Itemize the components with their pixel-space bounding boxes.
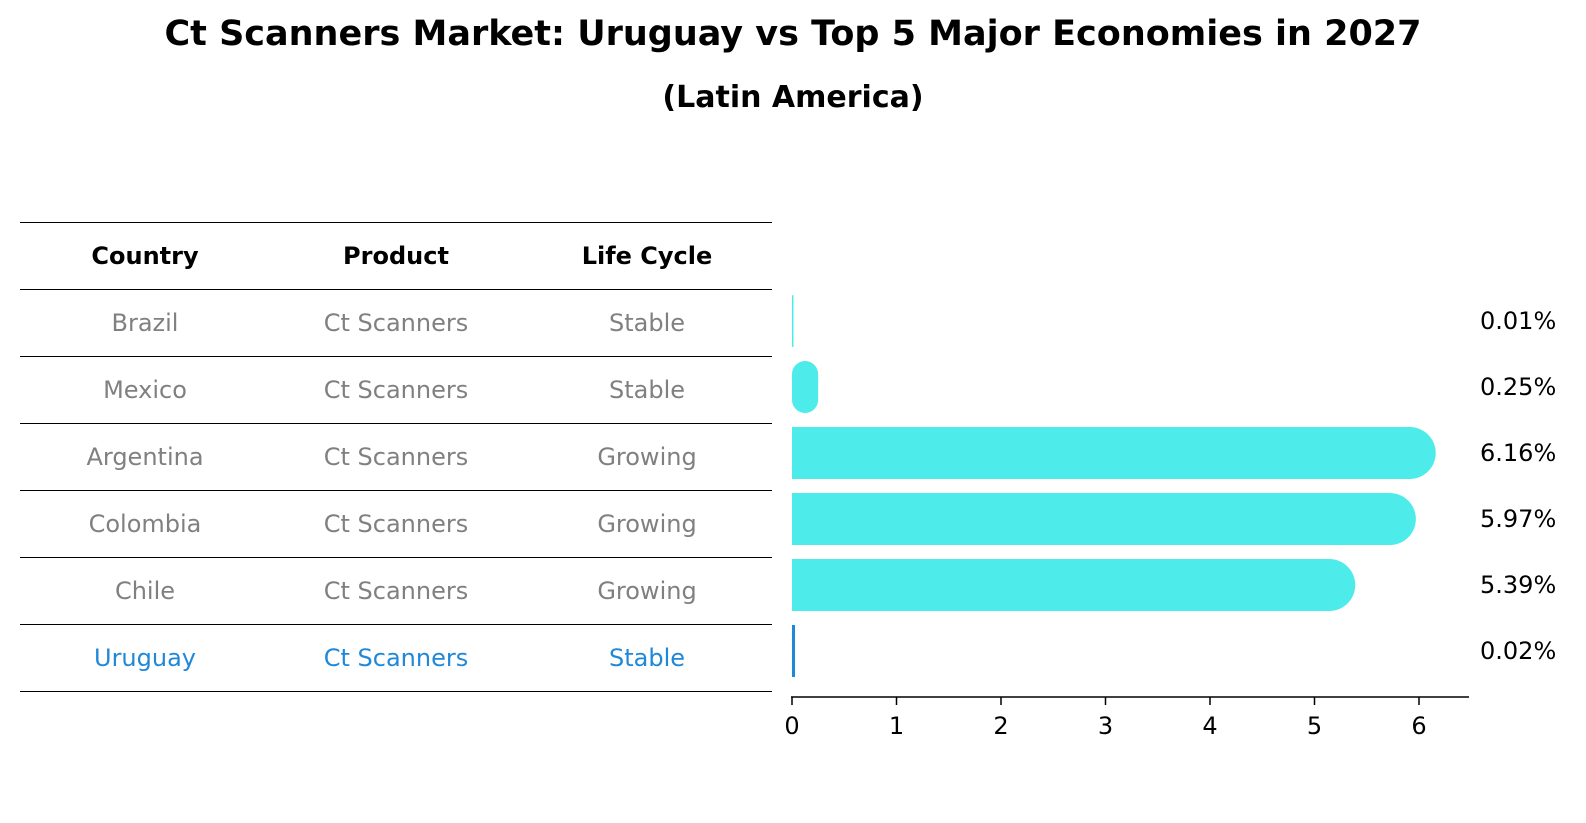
bar-dot-marker: [791, 672, 796, 677]
bar-dot-marker: [791, 638, 796, 642]
x-tick-label: 2: [993, 712, 1008, 740]
bar-dot-marker: [791, 667, 796, 671]
value-label: 0.02%: [1480, 637, 1556, 665]
table-row: Mexico Ct Scanners Stable: [20, 356, 772, 423]
table-row: Chile Ct Scanners Growing: [20, 557, 772, 624]
life-cycle-cell: Stable: [608, 376, 686, 404]
life-cycle-cell: Growing: [597, 510, 697, 538]
bar: [792, 361, 819, 413]
bar-dot-marker: [791, 643, 796, 648]
bar-dot-marker: [791, 632, 796, 636]
country-cell: Chile: [114, 577, 176, 605]
life-cycle-cell: Growing: [597, 443, 697, 471]
value-label: 5.97%: [1480, 505, 1556, 533]
country-cell: Colombia: [88, 510, 202, 538]
bar: [792, 559, 1356, 611]
life-cycle-cell: Stable: [608, 644, 686, 672]
header-life-cycle: Life Cycle: [581, 242, 713, 270]
product-cell: Ct Scanners: [323, 644, 469, 672]
country-cell: Argentina: [86, 443, 204, 471]
country-cell: Brazil: [111, 309, 179, 337]
table-row: Argentina Ct Scanners Growing: [20, 423, 772, 490]
data-table: Country Product Life Cycle Brazil Ct Sca…: [20, 222, 772, 692]
x-tick-label: 6: [1411, 712, 1426, 740]
value-label: 5.39%: [1480, 571, 1556, 599]
product-cell: Ct Scanners: [323, 510, 469, 538]
bar-dot-marker: [791, 649, 796, 653]
bar-dot-marker: [791, 626, 796, 630]
table-header-row: Country Product Life Cycle: [20, 222, 772, 289]
value-label: 6.16%: [1480, 439, 1556, 467]
chart-title: Ct Scanners Market: Uruguay vs Top 5 Maj…: [164, 14, 1422, 54]
country-cell: Uruguay: [94, 644, 196, 672]
bar-dot-marker: [791, 661, 796, 665]
chart-subtitle: (Latin America): [662, 80, 924, 115]
country-cell: Mexico: [103, 376, 187, 404]
life-cycle-cell: Stable: [608, 309, 686, 337]
product-cell: Ct Scanners: [323, 309, 469, 337]
x-tick-label: 5: [1307, 712, 1322, 740]
table-row-highlighted: Uruguay Ct Scanners Stable: [20, 624, 772, 692]
bar: [792, 295, 794, 347]
bar: [792, 427, 1436, 479]
value-label: 0.01%: [1480, 307, 1556, 335]
product-cell: Ct Scanners: [323, 577, 469, 605]
bar-dot-marker: [791, 655, 796, 659]
bar: [792, 493, 1416, 545]
bar-base: [792, 559, 818, 611]
header-country: Country: [91, 242, 199, 270]
table-row: Brazil Ct Scanners Stable: [20, 289, 772, 356]
x-tick-label: 1: [889, 712, 904, 740]
x-tick-label: 3: [1098, 712, 1113, 740]
x-tick-label: 0: [784, 712, 799, 740]
bar-base: [792, 493, 818, 545]
table-row: Colombia Ct Scanners Growing: [20, 490, 772, 557]
life-cycle-cell: Growing: [597, 577, 697, 605]
bar-base: [792, 427, 818, 479]
x-tick-label: 4: [1202, 712, 1217, 740]
product-cell: Ct Scanners: [323, 443, 469, 471]
value-label: 0.25%: [1480, 373, 1556, 401]
product-cell: Ct Scanners: [323, 376, 469, 404]
header-product: Product: [343, 242, 449, 270]
